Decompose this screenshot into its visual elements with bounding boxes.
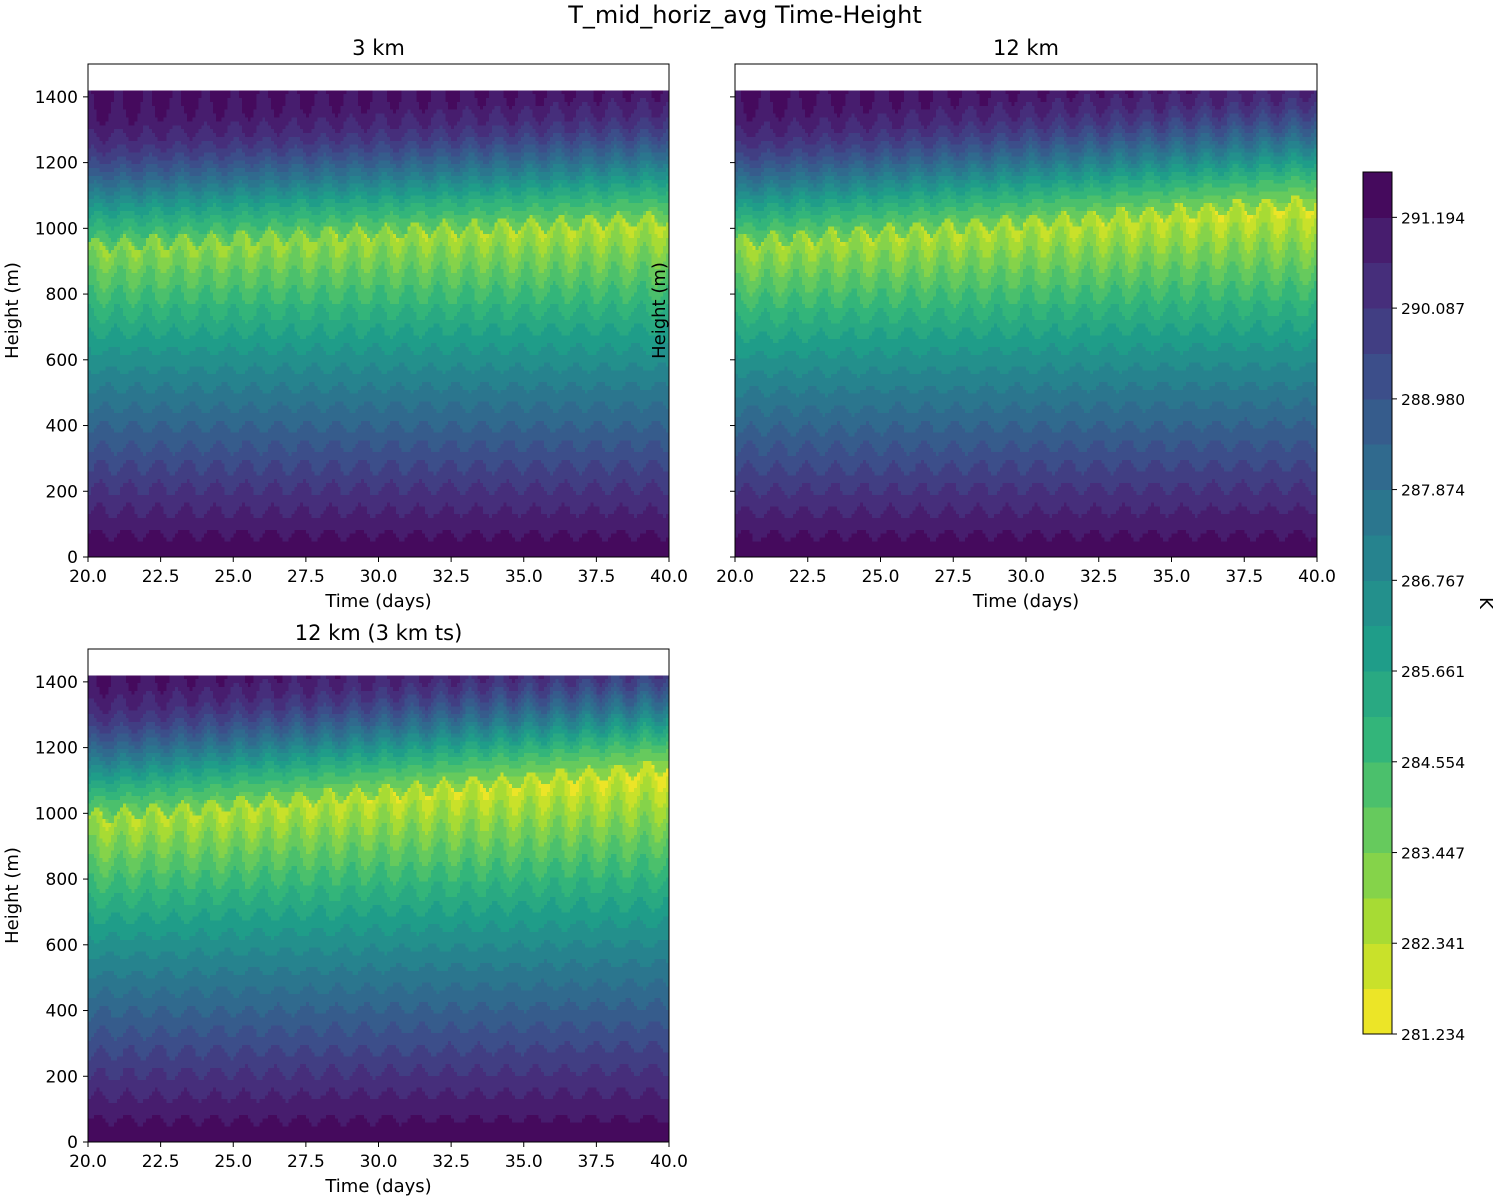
colorbar-level	[1363, 853, 1392, 899]
colorbar-level	[1363, 898, 1392, 944]
x-tick-label: 40.0	[1298, 567, 1336, 587]
colorbar-tick-label: 282.341	[1401, 935, 1465, 953]
colorbar-level	[1363, 716, 1392, 762]
x-tick-label: 25.0	[862, 567, 900, 587]
y-tick-label: 1400	[35, 673, 78, 693]
colorbar-tick-label: 291.194	[1401, 209, 1465, 227]
colorbar-level	[1363, 308, 1392, 354]
y-tick-label: 1000	[35, 219, 78, 239]
colorbar-tick-label: 285.661	[1401, 663, 1465, 681]
x-tick-label: 22.5	[142, 567, 180, 587]
x-tick-label: 25.0	[214, 567, 252, 587]
x-tick-label: 35.0	[505, 1152, 543, 1172]
y-axis-label: Height (m)	[2, 847, 23, 944]
x-tick-label: 35.0	[1153, 567, 1191, 587]
y-tick-label: 400	[46, 417, 78, 437]
x-tick-label: 20.0	[716, 567, 754, 587]
x-tick-label: 32.5	[432, 1152, 470, 1172]
x-tick-label: 30.0	[360, 1152, 398, 1172]
x-tick-label: 37.5	[1225, 567, 1263, 587]
colorbar-level	[1363, 626, 1392, 672]
colorbar-level	[1363, 399, 1392, 445]
heatmap-field	[88, 675, 670, 1142]
y-tick-label: 800	[46, 285, 78, 305]
y-tick-label: 600	[46, 936, 78, 956]
panel-title: 3 km	[352, 36, 405, 60]
y-tick-label: 0	[67, 1133, 78, 1153]
heatmap-field	[735, 90, 1318, 557]
colorbar-level	[1363, 535, 1392, 581]
colorbar-tick-label: 290.087	[1401, 300, 1465, 318]
x-axis-label: Time (days)	[324, 591, 431, 612]
x-tick-label: 25.0	[214, 1152, 252, 1172]
x-tick-label: 40.0	[650, 1152, 688, 1172]
y-tick-label: 400	[46, 1002, 78, 1022]
colorbar-label: K	[1475, 597, 1496, 610]
x-tick-label: 20.0	[69, 1152, 107, 1172]
y-tick-label: 1200	[35, 154, 78, 174]
x-axis-label: Time (days)	[972, 591, 1079, 612]
x-tick-label: 22.5	[789, 567, 827, 587]
panel-title: 12 km (3 km ts)	[295, 621, 463, 645]
panel-3: 20.0 22.5 25.0 27.5 30.0 32.5 35.0 37.5 40.0 0 200…	[2, 621, 688, 1197]
x-tick-label: 37.5	[577, 1152, 615, 1172]
x-tick-label: 22.5	[142, 1152, 180, 1172]
x-tick-label: 30.0	[1007, 567, 1045, 587]
colorbar-level	[1363, 989, 1392, 1035]
panel-2: 20.0 22.5 25.0 27.5 30.0 32.5 35.0 37.5 40.0 12 k…	[649, 36, 1336, 612]
x-tick-label: 40.0	[650, 567, 688, 587]
y-tick-label: 200	[46, 482, 78, 502]
y-tick-label: 200	[46, 1067, 78, 1087]
colorbar: 281.234 282.341 283.447 284.554 285.661 286.7…	[1363, 172, 1496, 1044]
colorbar-level	[1363, 580, 1392, 626]
colorbar-tick-label: 284.554	[1401, 754, 1465, 772]
x-tick-label: 27.5	[287, 567, 325, 587]
y-axis-label: Height (m)	[649, 262, 670, 359]
colorbar-tick-label: 281.234	[1401, 1026, 1465, 1044]
x-tick-label: 37.5	[577, 567, 615, 587]
heatmap-field	[88, 90, 670, 557]
x-tick-label: 30.0	[360, 567, 398, 587]
colorbar-level	[1363, 762, 1392, 808]
panel-title: 12 km	[993, 36, 1059, 60]
y-tick-label: 600	[46, 351, 78, 371]
colorbar-level	[1363, 172, 1392, 218]
colorbar-tick-label: 288.980	[1401, 391, 1465, 409]
x-tick-label: 32.5	[1080, 567, 1118, 587]
colorbar-level	[1363, 353, 1392, 399]
colorbar-level	[1363, 671, 1392, 717]
x-tick-label: 27.5	[287, 1152, 325, 1172]
colorbar-level	[1363, 217, 1392, 263]
x-tick-label: 20.0	[69, 567, 107, 587]
y-tick-label: 800	[46, 870, 78, 890]
y-tick-label: 1000	[35, 804, 78, 824]
figure-title: T_mid_horiz_avg Time-Height	[567, 1, 921, 29]
colorbar-tick-label: 287.874	[1401, 482, 1465, 500]
panel-1: 20.0 22.5 25.0 27.5 30.0 32.5 35.0 37.5 40.0 0 200…	[2, 36, 688, 612]
panels: 20.0 22.5 25.0 27.5 30.0 32.5 35.0 37.5 40.0 0 200…	[2, 36, 1336, 1197]
y-tick-label: 1200	[35, 739, 78, 759]
y-axis-label: Height (m)	[2, 262, 23, 359]
y-tick-label: 1400	[35, 88, 78, 108]
colorbar-level	[1363, 444, 1392, 490]
colorbar-level	[1363, 263, 1392, 309]
colorbar-level	[1363, 807, 1392, 853]
x-tick-label: 27.5	[934, 567, 972, 587]
colorbar-tick-label: 283.447	[1401, 845, 1465, 863]
colorbar-level	[1363, 943, 1392, 989]
colorbar-level	[1363, 490, 1392, 536]
y-tick-label: 0	[67, 548, 78, 568]
x-tick-label: 35.0	[505, 567, 543, 587]
x-axis-label: Time (days)	[324, 1176, 431, 1197]
colorbar-tick-label: 286.767	[1401, 572, 1465, 590]
x-tick-label: 32.5	[432, 567, 470, 587]
